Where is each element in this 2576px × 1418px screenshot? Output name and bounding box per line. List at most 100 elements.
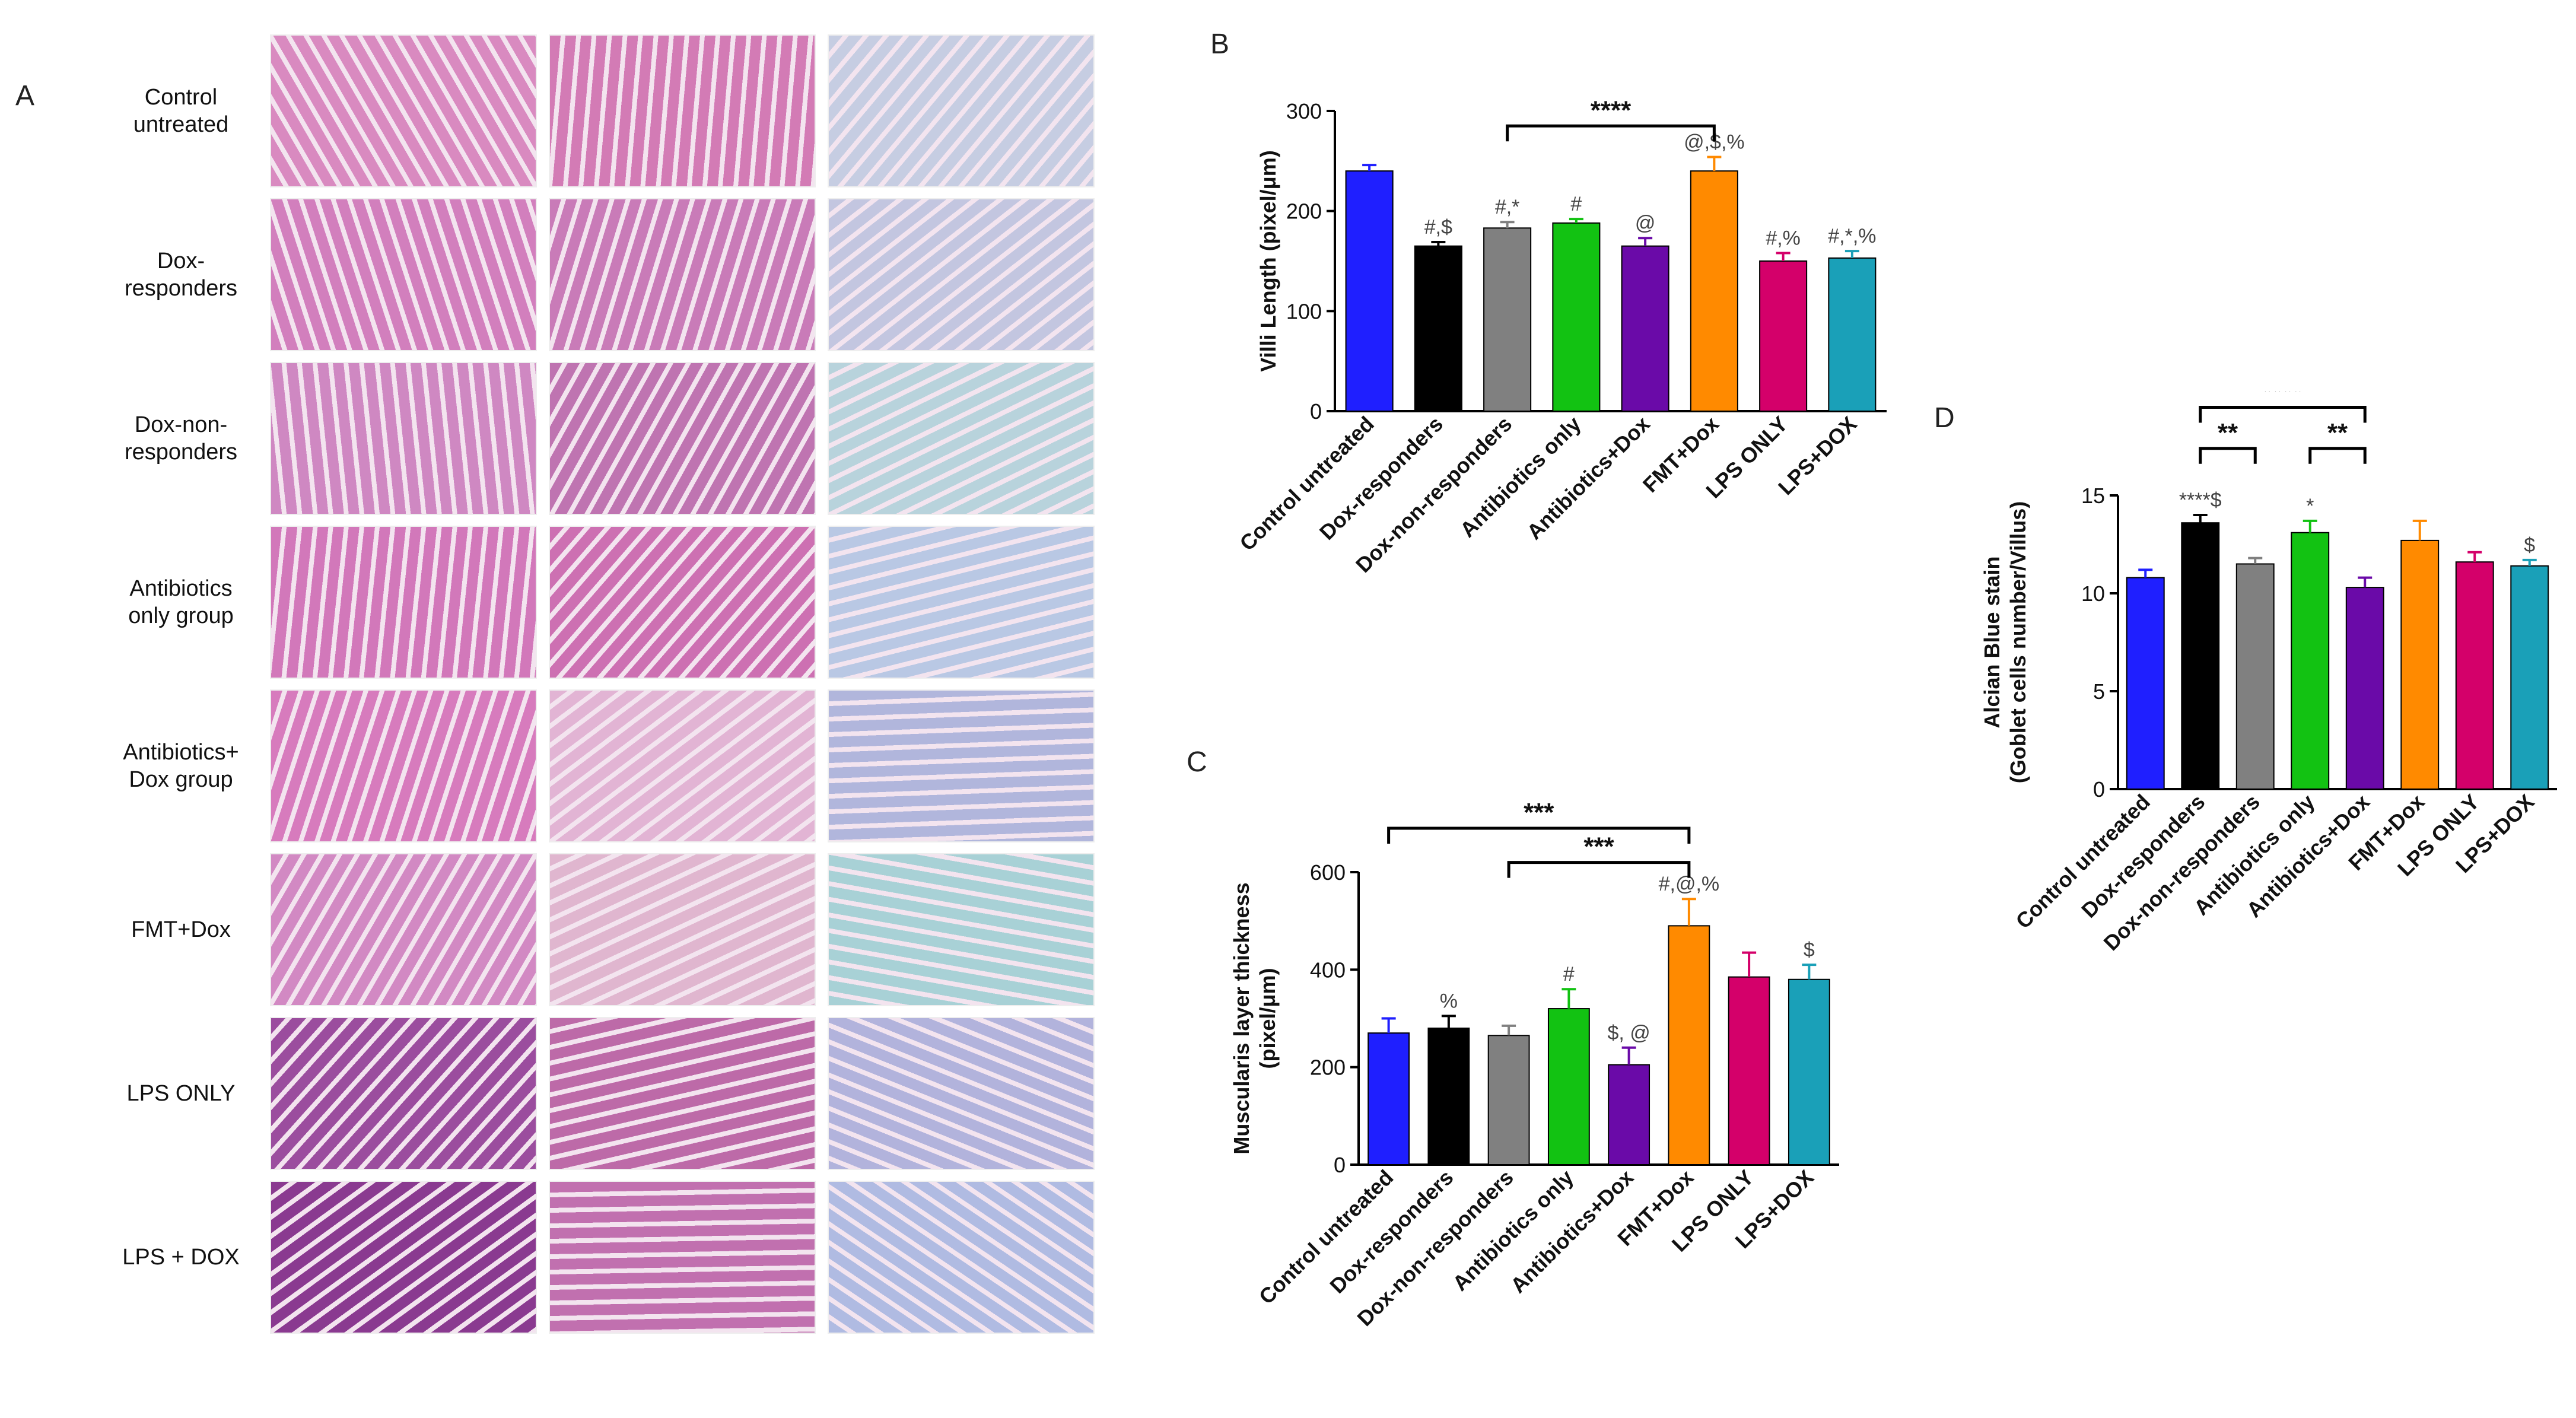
- x-tick-label: Antibiotics+Dox: [1522, 412, 1654, 544]
- bar: [1728, 976, 1770, 1165]
- histology-image: [270, 526, 537, 679]
- histology-image: [828, 853, 1095, 1006]
- row-label-1: Dox-responders: [104, 247, 258, 302]
- row-label-line: LPS + DOX: [122, 1245, 240, 1270]
- bar: [2126, 577, 2165, 790]
- histology-image: [270, 362, 537, 515]
- y-axis-label: (pixel/μm): [1255, 968, 1280, 1069]
- y-tick-label: 0: [1310, 399, 1322, 424]
- chart-d-alcian-blue-stain: D 0 5 10 15 Alcian Blue stain (Goblet cells nu…: [1934, 392, 2557, 955]
- histology-image: [549, 34, 816, 187]
- bar: [2400, 539, 2440, 790]
- bar: [2291, 532, 2330, 790]
- histology-image: [549, 526, 816, 679]
- bar: [1367, 1032, 1410, 1165]
- histology-image: [549, 362, 816, 515]
- bracket-label: **: [2327, 418, 2348, 447]
- bar: [1547, 1008, 1590, 1165]
- significance-label: #,%: [1766, 227, 1801, 250]
- y-axis-label: Muscularis layer thickness: [1229, 882, 1254, 1154]
- significance-label: ****$: [2179, 489, 2222, 511]
- y-tick-label: 200: [1286, 199, 1322, 224]
- histology-image: [270, 198, 537, 351]
- bar: [2455, 561, 2494, 790]
- y-tick-label: 5: [2093, 679, 2105, 704]
- row-label-line: only group: [128, 603, 234, 628]
- histology-image: [828, 362, 1095, 515]
- bar: [1759, 260, 1808, 412]
- row-label-line: responders: [124, 440, 238, 465]
- row-label-line: Dox-non-: [134, 412, 228, 437]
- comparison-bracket: [2199, 406, 2367, 423]
- significance-label: #,*: [1495, 196, 1520, 218]
- y-tick-label: 100: [1286, 299, 1322, 323]
- panel-letter: D: [1934, 402, 1955, 434]
- significance-label: *: [2306, 495, 2314, 517]
- x-tick-label: Dox-responders: [1315, 412, 1448, 545]
- y-tick-label: 15: [2081, 484, 2105, 508]
- row-label-line: untreated: [133, 112, 229, 137]
- row-label-line: Antibiotics: [129, 576, 233, 601]
- y-axis-label: (Goblet cells number/Villus): [2006, 501, 2030, 783]
- chart-c-muscularis-thickness: C 0 200 400 600 Muscularis layer thickness (pi…: [1187, 746, 1839, 1331]
- row-label-line: LPS ONLY: [126, 1081, 236, 1106]
- y-tick-label: 0: [2093, 777, 2105, 802]
- chart-b-villi-length: B 0 100 200 300 Villi Length (pixel/μm) Contro…: [1210, 28, 1887, 577]
- comparison-bracket: [2308, 447, 2367, 464]
- bar: [1414, 245, 1462, 412]
- comparison-bracket: [1507, 861, 1691, 878]
- row-label-2: Dox-non-responders: [104, 411, 258, 466]
- bar: [2235, 563, 2275, 790]
- histology-image: [549, 1181, 816, 1334]
- y-tick-label: 600: [1310, 860, 1346, 885]
- bar: [1828, 257, 1877, 412]
- bar: [2345, 587, 2384, 790]
- significance-label: #,*,%: [1828, 225, 1876, 247]
- histology-image: [828, 198, 1095, 351]
- histology-image: [549, 689, 816, 842]
- row-label-line: Antibiotics+: [123, 740, 239, 765]
- panel-a-letter: A: [15, 80, 35, 112]
- comparison-bracket: [2199, 447, 2257, 464]
- row-label-7: LPS + DOX: [104, 1244, 258, 1271]
- bar: [1483, 227, 1532, 412]
- bar: [1345, 170, 1394, 412]
- histology-image: [270, 853, 537, 1006]
- row-label-0: Control untreated: [104, 84, 258, 138]
- y-tick-label: 10: [2081, 581, 2105, 606]
- y-tick-label: 300: [1286, 99, 1322, 123]
- bracket-label: ***: [1583, 832, 1614, 861]
- y-tick-label: 0: [1334, 1153, 1346, 1177]
- histology-image: [828, 1181, 1095, 1334]
- y-axis-label: Villi Length (pixel/μm): [1256, 150, 1280, 371]
- histology-image: [828, 526, 1095, 679]
- row-label-3: Antibiotics only group: [104, 575, 258, 629]
- bracket-label: ***: [1524, 798, 1554, 827]
- significance-label: @: [1635, 212, 1656, 234]
- bar: [1487, 1035, 1530, 1165]
- row-label-line: responders: [124, 276, 238, 301]
- significance-label: #,$: [1424, 216, 1452, 239]
- panel-letter: C: [1187, 746, 1207, 778]
- bar: [1427, 1027, 1470, 1165]
- histology-image: [270, 34, 537, 187]
- significance-label: $, @: [1607, 1022, 1650, 1044]
- significance-label: %: [1440, 990, 1458, 1012]
- significance-label: $: [2524, 534, 2535, 557]
- histology-image: [270, 689, 537, 842]
- histology-image: [270, 1181, 537, 1334]
- bracket-label: ****: [2262, 392, 2303, 406]
- histology-image: [549, 1017, 816, 1170]
- row-label-6: LPS ONLY: [104, 1080, 258, 1107]
- row-label-line: Dox-: [157, 249, 205, 274]
- y-tick-label: 200: [1310, 1055, 1346, 1080]
- histology-image: [828, 34, 1095, 187]
- bar: [1552, 222, 1601, 412]
- bar: [2181, 522, 2220, 790]
- comparison-bracket: [1506, 124, 1716, 142]
- bar: [1621, 245, 1669, 412]
- comparison-bracket: [1387, 826, 1691, 844]
- row-label-4: Antibiotics+ Dox group: [104, 739, 258, 793]
- y-axis-label: Alcian Blue stain: [1980, 556, 2004, 728]
- x-tick-label: Antibiotics only: [1455, 412, 1586, 542]
